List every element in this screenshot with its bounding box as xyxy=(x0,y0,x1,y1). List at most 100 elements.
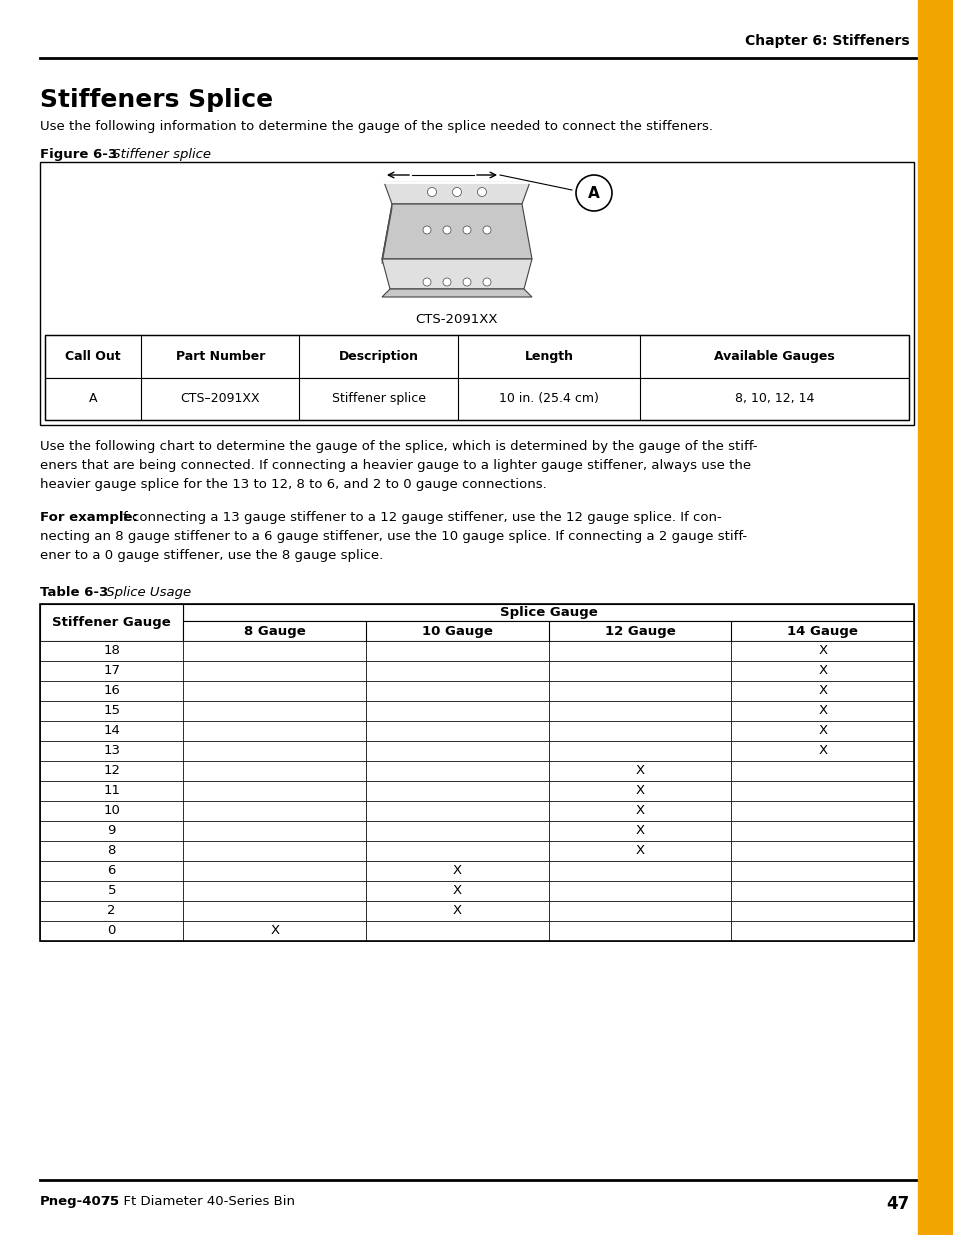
Bar xyxy=(548,861,731,881)
Bar xyxy=(548,680,731,701)
Bar xyxy=(548,661,731,680)
Text: 2: 2 xyxy=(108,904,116,918)
Text: 8, 10, 12, 14: 8, 10, 12, 14 xyxy=(734,393,814,405)
Circle shape xyxy=(422,226,431,233)
Text: CTS-2091XX: CTS-2091XX xyxy=(416,312,497,326)
Bar xyxy=(731,741,913,761)
Text: 10: 10 xyxy=(103,804,120,818)
Text: heavier gauge splice for the 13 to 12, 8 to 6, and 2 to 0 gauge connections.: heavier gauge splice for the 13 to 12, 8… xyxy=(40,478,546,492)
Bar xyxy=(183,921,366,941)
Bar xyxy=(40,721,183,741)
Bar xyxy=(548,721,731,741)
Text: 16: 16 xyxy=(103,684,120,698)
Bar xyxy=(731,701,913,721)
Bar xyxy=(40,680,183,701)
Bar xyxy=(40,661,183,680)
Bar xyxy=(731,821,913,841)
Bar xyxy=(731,721,913,741)
Text: Chapter 6: Stiffeners: Chapter 6: Stiffeners xyxy=(744,35,909,48)
Text: 8 Gauge: 8 Gauge xyxy=(244,625,305,637)
Bar xyxy=(548,921,731,941)
Text: Splice Gauge: Splice Gauge xyxy=(499,606,597,619)
Circle shape xyxy=(442,278,451,287)
Bar xyxy=(183,781,366,802)
Text: necting an 8 gauge stiffener to a 6 gauge stiffener, use the 10 gauge splice. If: necting an 8 gauge stiffener to a 6 gaug… xyxy=(40,530,746,543)
Bar xyxy=(731,802,913,821)
Bar xyxy=(183,902,366,921)
Polygon shape xyxy=(381,204,532,259)
Bar xyxy=(40,841,183,861)
Bar xyxy=(183,701,366,721)
Circle shape xyxy=(462,278,471,287)
Bar xyxy=(40,701,183,721)
Text: Figure 6-3: Figure 6-3 xyxy=(40,148,117,161)
Bar xyxy=(366,781,548,802)
Bar xyxy=(40,761,183,781)
Bar xyxy=(366,701,548,721)
Text: 8: 8 xyxy=(108,845,116,857)
Text: X: X xyxy=(818,684,826,698)
Bar xyxy=(366,881,548,902)
Text: Use the following chart to determine the gauge of the splice, which is determine: Use the following chart to determine the… xyxy=(40,440,757,453)
Text: 15: 15 xyxy=(103,704,120,718)
Text: 9: 9 xyxy=(108,825,116,837)
Circle shape xyxy=(462,226,471,233)
Bar xyxy=(183,721,366,741)
Bar xyxy=(548,761,731,781)
Circle shape xyxy=(422,278,431,287)
Bar xyxy=(366,821,548,841)
Text: X: X xyxy=(635,825,644,837)
Bar xyxy=(731,841,913,861)
Bar xyxy=(366,641,548,661)
Text: X: X xyxy=(818,725,826,737)
Bar xyxy=(366,761,548,781)
Bar xyxy=(183,604,913,621)
Text: Description: Description xyxy=(338,350,418,363)
Text: 13: 13 xyxy=(103,745,120,757)
Bar xyxy=(40,604,183,641)
Bar xyxy=(548,802,731,821)
Bar xyxy=(183,641,366,661)
Bar xyxy=(366,741,548,761)
Bar xyxy=(183,741,366,761)
Text: 11: 11 xyxy=(103,784,120,798)
Bar xyxy=(548,841,731,861)
Bar xyxy=(40,802,183,821)
Text: X: X xyxy=(270,925,279,937)
Text: Splice Usage: Splice Usage xyxy=(102,585,191,599)
Text: 5: 5 xyxy=(108,884,116,898)
Bar xyxy=(731,861,913,881)
Bar xyxy=(40,902,183,921)
Text: X: X xyxy=(818,704,826,718)
Text: eners that are being connected. If connecting a heavier gauge to a lighter gauge: eners that are being connected. If conne… xyxy=(40,459,750,472)
Circle shape xyxy=(442,226,451,233)
Text: Length: Length xyxy=(524,350,573,363)
Text: 17: 17 xyxy=(103,664,120,678)
Bar xyxy=(366,721,548,741)
Polygon shape xyxy=(384,182,530,204)
Text: 75 Ft Diameter 40-Series Bin: 75 Ft Diameter 40-Series Bin xyxy=(98,1195,294,1208)
Text: X: X xyxy=(635,845,644,857)
Bar xyxy=(548,881,731,902)
Bar xyxy=(366,921,548,941)
Text: Part Number: Part Number xyxy=(175,350,265,363)
Text: 10 in. (25.4 cm): 10 in. (25.4 cm) xyxy=(498,393,598,405)
Text: 6: 6 xyxy=(108,864,116,878)
Text: Stiffener splice: Stiffener splice xyxy=(108,148,211,161)
Bar xyxy=(366,802,548,821)
Circle shape xyxy=(482,278,491,287)
Text: 0: 0 xyxy=(108,925,116,937)
Text: X: X xyxy=(453,864,461,878)
Circle shape xyxy=(452,188,461,196)
Bar xyxy=(183,881,366,902)
Text: For example:: For example: xyxy=(40,511,138,524)
Text: A: A xyxy=(587,185,599,200)
Text: X: X xyxy=(635,804,644,818)
Text: 10 Gauge: 10 Gauge xyxy=(421,625,493,637)
Text: Call Out: Call Out xyxy=(65,350,121,363)
Bar xyxy=(183,841,366,861)
Text: 14 Gauge: 14 Gauge xyxy=(786,625,858,637)
Bar xyxy=(40,162,913,425)
Bar xyxy=(183,661,366,680)
Polygon shape xyxy=(381,289,532,296)
